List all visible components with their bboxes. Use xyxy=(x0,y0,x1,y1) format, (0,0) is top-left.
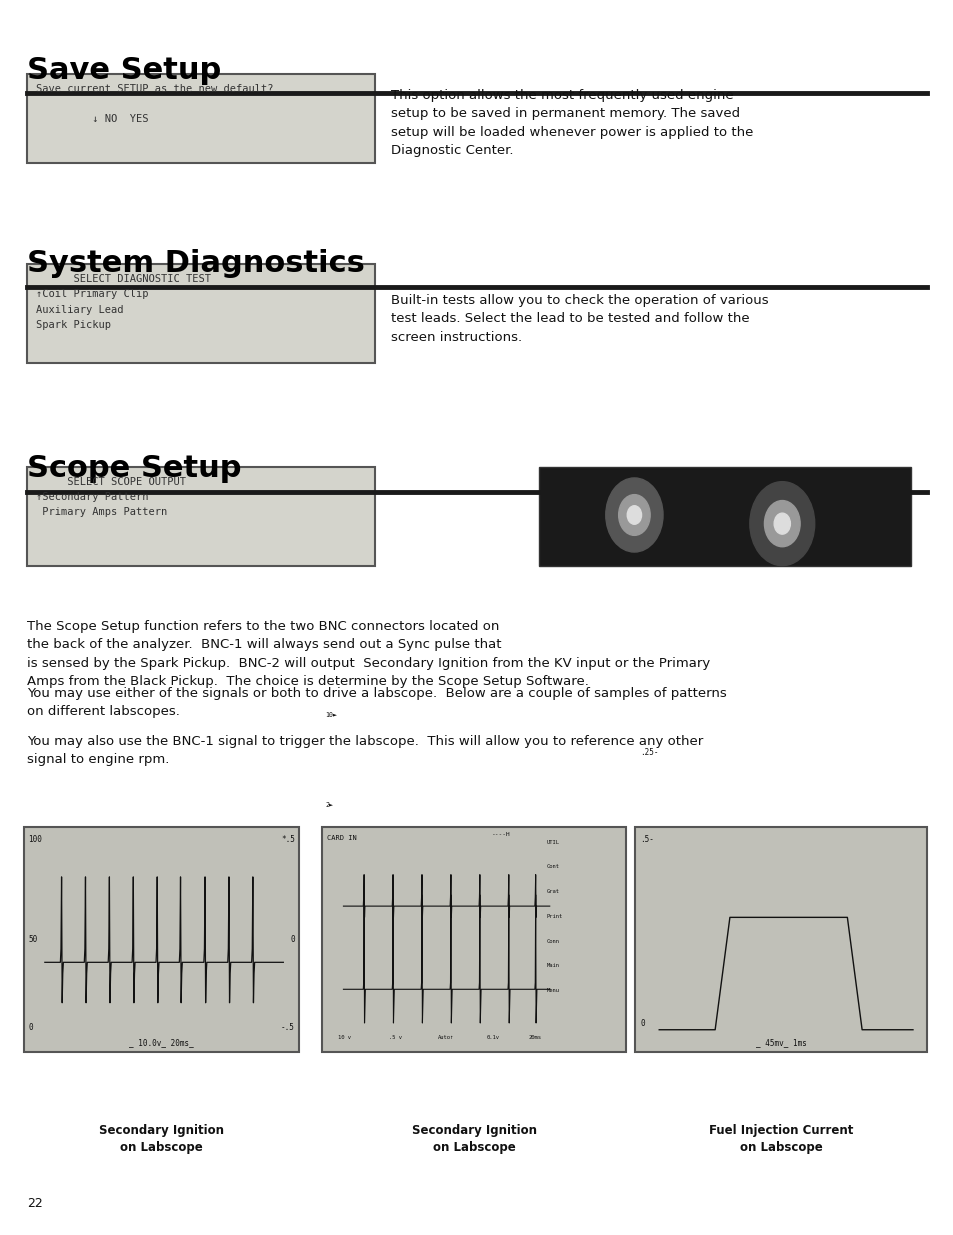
Text: The Scope Setup function refers to the two BNC connectors located on
the back of: The Scope Setup function refers to the t… xyxy=(27,620,709,688)
Text: ----H: ----H xyxy=(492,832,511,837)
Text: 10 v: 10 v xyxy=(337,1035,351,1040)
Text: Secondary Ignition
on Labscope: Secondary Ignition on Labscope xyxy=(98,1124,224,1153)
Circle shape xyxy=(763,500,800,547)
Text: Conn: Conn xyxy=(546,939,559,944)
Text: SELECT SCOPE OUTPUT
↑Secondary Pattern
 Primary Amps Pattern: SELECT SCOPE OUTPUT ↑Secondary Pattern P… xyxy=(36,477,186,517)
Text: SELECT DIAGNOSTIC TEST
↑Coil Primary Clip
Auxiliary Lead
Spark Pickup: SELECT DIAGNOSTIC TEST ↑Coil Primary Cli… xyxy=(36,274,211,330)
Text: 0.1v: 0.1v xyxy=(486,1035,498,1040)
Text: Grat: Grat xyxy=(546,889,559,894)
FancyBboxPatch shape xyxy=(27,467,375,566)
Text: UTIL: UTIL xyxy=(546,840,559,845)
Text: -.5: -.5 xyxy=(280,1024,294,1032)
Text: 0: 0 xyxy=(639,1019,644,1028)
Text: This option allows the most frequently used engine
setup to be saved in permanen: This option allows the most frequently u… xyxy=(391,89,753,157)
Text: .5-: .5- xyxy=(639,835,654,844)
Text: Menu: Menu xyxy=(546,988,559,993)
Text: Print: Print xyxy=(546,914,562,919)
Circle shape xyxy=(605,478,662,552)
Text: 2►: 2► xyxy=(325,802,333,808)
Text: 0: 0 xyxy=(290,935,294,945)
Text: 10►: 10► xyxy=(325,713,337,718)
Text: Main: Main xyxy=(546,963,559,968)
Circle shape xyxy=(749,482,814,566)
Text: Built-in tests allow you to check the operation of various
test leads. Select th: Built-in tests allow you to check the op… xyxy=(391,294,768,343)
Text: 20ms: 20ms xyxy=(528,1035,541,1040)
Text: Save current SETUP as the new default?

         ↓ NO  YES: Save current SETUP as the new default? ↓… xyxy=(36,84,274,125)
Text: Fuel Injection Current
on Labscope: Fuel Injection Current on Labscope xyxy=(708,1124,853,1153)
FancyBboxPatch shape xyxy=(24,827,298,1052)
Text: Secondary Ignition
on Labscope: Secondary Ignition on Labscope xyxy=(411,1124,537,1153)
Text: You may also use the BNC-1 signal to trigger the labscope.  This will allow you : You may also use the BNC-1 signal to tri… xyxy=(27,735,702,767)
Text: System Diagnostics: System Diagnostics xyxy=(27,249,364,278)
FancyBboxPatch shape xyxy=(27,74,375,163)
Text: .25-: .25- xyxy=(639,748,658,757)
Text: ̲ 45mv̲ 1ms: ̲ 45mv̲ 1ms xyxy=(755,1039,806,1047)
FancyBboxPatch shape xyxy=(322,827,625,1052)
Text: CARD IN: CARD IN xyxy=(327,835,356,841)
Text: 22: 22 xyxy=(27,1197,43,1210)
Circle shape xyxy=(618,494,650,536)
Text: Scope Setup: Scope Setup xyxy=(27,454,241,483)
Text: .5 v: .5 v xyxy=(389,1035,402,1040)
Text: 100: 100 xyxy=(29,835,43,844)
Circle shape xyxy=(773,514,789,535)
FancyBboxPatch shape xyxy=(635,827,926,1052)
Text: *.5: *.5 xyxy=(280,835,294,844)
Text: Cont: Cont xyxy=(546,864,559,869)
Text: Auto↑: Auto↑ xyxy=(437,1035,454,1040)
FancyBboxPatch shape xyxy=(27,264,375,363)
FancyBboxPatch shape xyxy=(538,467,910,566)
Text: 0: 0 xyxy=(29,1024,33,1032)
Text: You may use either of the signals or both to drive a labscope.  Below are a coup: You may use either of the signals or bot… xyxy=(27,687,725,719)
Circle shape xyxy=(627,506,640,525)
Text: 50: 50 xyxy=(29,935,38,945)
Text: ̲ 10.0v̲ 20ms̲: ̲ 10.0v̲ 20ms̲ xyxy=(129,1039,193,1047)
Text: Save Setup: Save Setup xyxy=(27,56,221,84)
